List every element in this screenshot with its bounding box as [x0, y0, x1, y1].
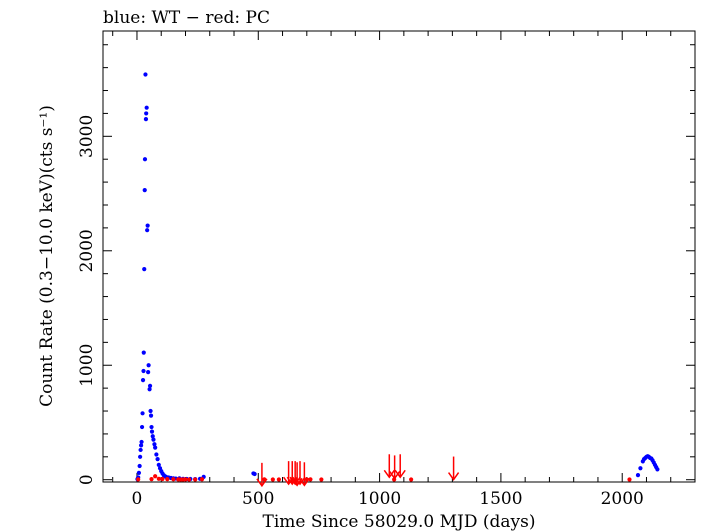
wt-data-point: [144, 111, 149, 116]
pc-data-point: [270, 477, 275, 482]
wt-data-point: [148, 413, 154, 418]
pc-data-point: [304, 477, 309, 482]
wt-data-point: [146, 370, 151, 375]
wt-data-point: [141, 350, 146, 355]
pc-data-point: [156, 476, 161, 481]
wt-data-point: [141, 368, 146, 374]
wt-data-point: [149, 429, 155, 434]
wt-data-point: [153, 445, 158, 450]
pc-data-point: [290, 477, 295, 482]
y-tick-label: 0: [77, 474, 97, 485]
pc-data-point: [160, 476, 165, 482]
x-tick-labels: 0 500 1000 1500 2000: [132, 489, 644, 509]
pc-data-point: [153, 474, 158, 479]
pc-data-point: [276, 477, 282, 482]
y-tick-label: 1000: [77, 344, 97, 387]
axis-ticks: [103, 31, 696, 482]
wt-data-point: [147, 383, 153, 388]
y-tick-label: 2000: [77, 229, 97, 272]
wt-data-point: [143, 117, 149, 122]
y-axis-label: Count Rate (0.3−10.0 keV)(cts s⁻¹): [37, 105, 57, 407]
x-tick-label: 0: [132, 489, 143, 509]
wt-data-point: [138, 443, 144, 448]
wt-data-point: [154, 452, 159, 457]
wt-data-point: [142, 266, 147, 272]
wt-data-point: [144, 105, 149, 110]
wt-data-point: [138, 447, 143, 453]
data-points: [135, 72, 660, 482]
wt-data-point: [146, 363, 151, 368]
wt-data-point: [138, 454, 143, 459]
upper-limit-arrow: [394, 454, 406, 479]
pc-data-point: [136, 477, 141, 482]
pc-data-point: [392, 477, 397, 482]
y-tick-label: 3000: [77, 115, 97, 158]
wt-data-point: [149, 424, 154, 430]
wt-data-point: [142, 157, 148, 162]
x-tick-label: 1000: [358, 489, 401, 509]
pc-data-point: [293, 477, 298, 482]
pc-data-point: [409, 477, 414, 482]
wt-data-point: [252, 471, 257, 477]
pc-data-point: [187, 477, 192, 482]
wt-data-point: [137, 463, 142, 469]
pc-data-point: [183, 477, 188, 482]
upper-limit-arrow: [383, 454, 395, 479]
wt-data-point: [155, 457, 160, 462]
wt-data-point: [147, 387, 152, 392]
wt-data-point: [638, 466, 643, 471]
pc-data-point: [199, 477, 205, 482]
wt-data-point: [655, 467, 660, 472]
wt-data-point: [143, 72, 148, 77]
pc-data-point: [319, 477, 324, 482]
wt-data-point: [145, 228, 150, 233]
pc-data-point: [262, 477, 267, 482]
wt-data-point: [139, 424, 145, 430]
wt-data-point: [140, 378, 146, 383]
pc-data-point: [193, 477, 198, 482]
wt-data-point: [145, 223, 150, 228]
wt-data-point: [139, 439, 144, 445]
wt-data-point: [151, 437, 156, 442]
pc-data-point: [171, 477, 176, 482]
wt-data-point: [156, 462, 161, 467]
wt-data-point: [150, 434, 155, 439]
pc-data-point: [308, 477, 313, 482]
x-axis-label: Time Since 58029.0 MJD (days): [263, 512, 536, 532]
wt-data-point: [148, 408, 153, 414]
x-tick-label: 1500: [479, 489, 522, 509]
wt-data-point: [152, 442, 157, 447]
chart-title: blue: WT − red: PC: [103, 8, 270, 28]
pc-data-point: [149, 477, 154, 482]
x-tick-label: 500: [242, 489, 274, 509]
wt-data-point: [142, 188, 147, 193]
wt-data-point: [635, 473, 641, 478]
plot-frame: [102, 30, 696, 483]
upper-limit-arrow: [447, 456, 460, 481]
pc-data-point: [627, 477, 632, 482]
pc-data-point: [165, 477, 170, 482]
wt-data-point: [140, 411, 145, 416]
wt-data-point: [136, 470, 142, 475]
y-tick-labels: 0 1000 2000 3000: [77, 115, 97, 485]
x-tick-label: 2000: [601, 489, 644, 509]
